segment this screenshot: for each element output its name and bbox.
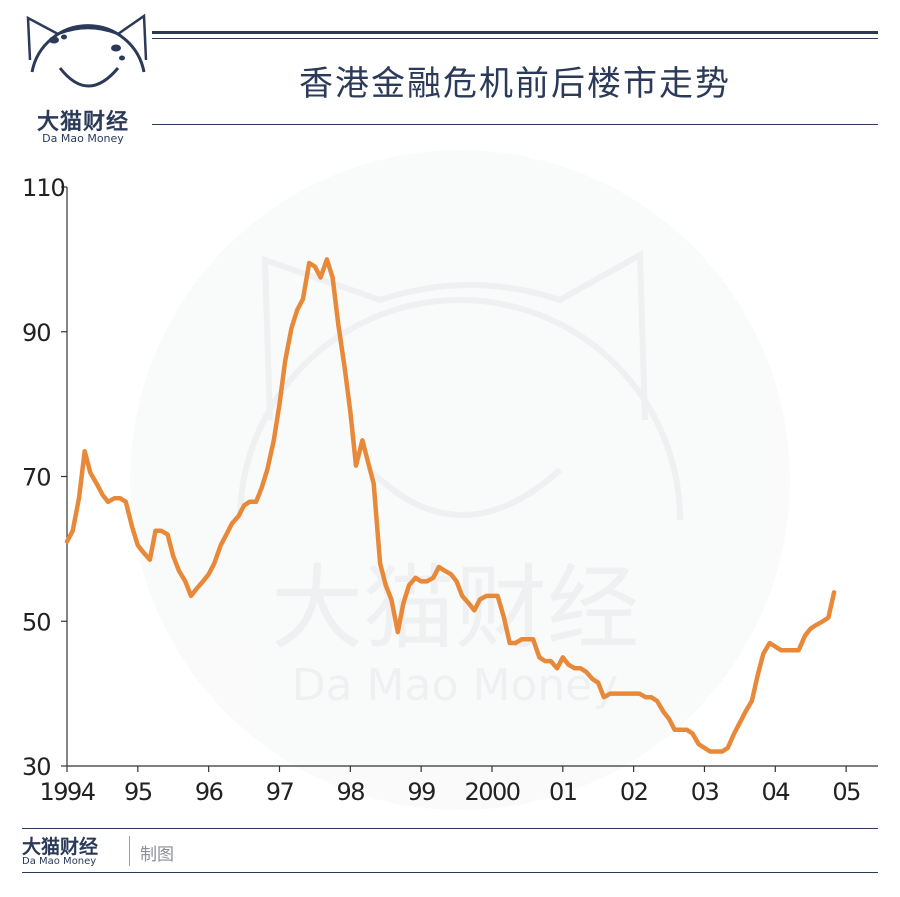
footer-note: 制图 [140, 845, 174, 865]
brand-name-cn: 大猫财经 [36, 110, 129, 135]
x-tick-label: 95 [124, 778, 152, 806]
brand-logo: 大猫财经 Da Mao Money [18, 12, 158, 145]
footer-rule-top [22, 828, 878, 829]
cat-logo-icon [26, 13, 148, 88]
footer-brand-cn: 大猫财经 [22, 836, 99, 858]
chart-title: 香港金融危机前后楼市走势 [299, 64, 731, 104]
title-rule-top-thin [152, 38, 878, 39]
x-tick-label: 97 [266, 778, 294, 806]
watermark-en: Da Mao Money [292, 660, 619, 711]
footer-separator [129, 836, 130, 866]
x-tick-labels: 1994 95 96 97 98 99 2000 01 02 03 04 05 [39, 778, 861, 806]
y-tick-labels: 30 50 70 90 110 [22, 174, 66, 781]
x-tick-label: 02 [620, 778, 648, 806]
series-layer [64, 257, 837, 754]
x-tick-label: 96 [195, 778, 223, 806]
watermark-cn: 大猫财经 [271, 555, 639, 662]
y-tick-label: 70 [22, 464, 51, 492]
x-tick-label: 98 [337, 778, 365, 806]
watermark: 大猫财经 Da Mao Money [130, 150, 790, 810]
x-tick-label: 01 [549, 778, 577, 806]
brand-name-en: Da Mao Money [42, 132, 124, 145]
x-tick-label: 1994 [39, 778, 94, 806]
footer-brand-en: Da Mao Money [22, 856, 97, 867]
title-rule-top [152, 31, 878, 34]
x-tick-label: 03 [691, 778, 719, 806]
y-tick-label: 50 [22, 608, 51, 636]
series-line [64, 257, 837, 754]
x-tick-label: 2000 [464, 778, 519, 806]
y-tick-label: 90 [22, 319, 51, 347]
title-rule-bottom [152, 124, 878, 125]
y-tick-label: 110 [22, 174, 65, 202]
x-tick-label: 05 [832, 778, 860, 806]
x-tick-label: 99 [407, 778, 435, 806]
axes [61, 186, 878, 772]
x-tick-label: 04 [762, 778, 790, 806]
y-tick-label: 30 [22, 753, 51, 781]
line-chart: 大猫财经 Da Mao Money 30 50 70 90 110 1994 95 96 97… [22, 150, 878, 810]
footer-rule-bottom [22, 872, 878, 873]
